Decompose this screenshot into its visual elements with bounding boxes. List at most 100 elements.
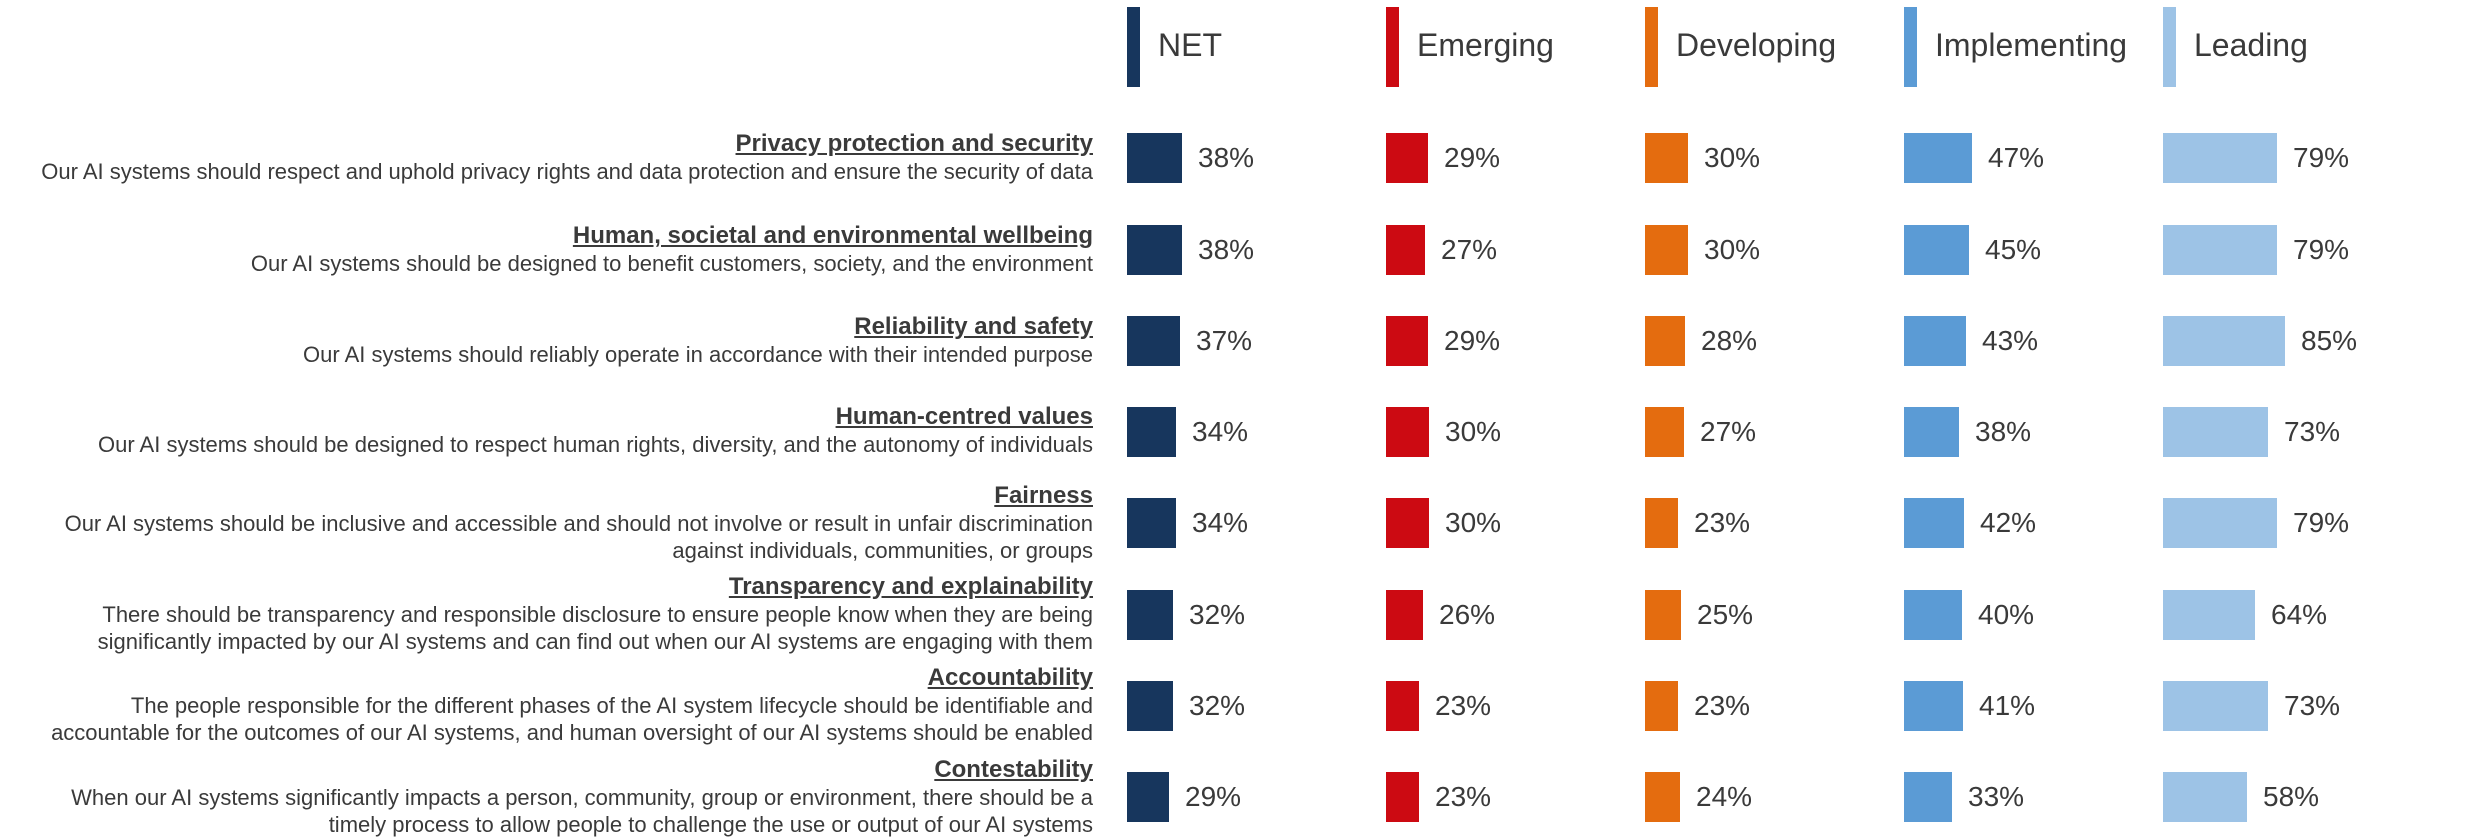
bar-implementing bbox=[1904, 772, 1952, 822]
value-label: 27% bbox=[1441, 234, 1498, 265]
bar-developing bbox=[1645, 225, 1688, 275]
bar-developing bbox=[1645, 772, 1680, 822]
bar-implementing bbox=[1904, 590, 1962, 640]
legend-label-implementing: Implementing bbox=[1935, 27, 2128, 63]
bar-developing bbox=[1645, 316, 1685, 366]
bar-emerging bbox=[1386, 225, 1425, 275]
bar-emerging bbox=[1386, 681, 1419, 731]
legend-swatch-net bbox=[1127, 7, 1140, 87]
value-label: 25% bbox=[1697, 599, 1754, 630]
category-label: Privacy protection and security Our AI sy… bbox=[3, 130, 1093, 185]
value-label: 33% bbox=[1968, 781, 2025, 812]
category-description: When our AI systems significantly impact… bbox=[71, 785, 1093, 810]
bar-net bbox=[1127, 407, 1176, 457]
legend-swatch-developing bbox=[1645, 7, 1658, 87]
value-label: 58% bbox=[2263, 781, 2320, 812]
category-description: accountable for the outcomes of our AI s… bbox=[51, 720, 1093, 745]
legend-swatch-implementing bbox=[1904, 7, 1917, 87]
bar-implementing bbox=[1904, 225, 1969, 275]
value-label: 37% bbox=[1196, 325, 1253, 356]
category-title: Privacy protection and security bbox=[735, 130, 1093, 157]
value-label: 30% bbox=[1704, 234, 1761, 265]
category-label: Accountability The people responsible for… bbox=[3, 664, 1093, 746]
bar-leading bbox=[2163, 225, 2277, 275]
value-label: 27% bbox=[1700, 416, 1757, 447]
value-label: 29% bbox=[1185, 781, 1242, 812]
bar-implementing bbox=[1904, 498, 1964, 548]
bar-emerging bbox=[1386, 772, 1419, 822]
category-description: The people responsible for the different… bbox=[130, 693, 1093, 718]
value-label: 85% bbox=[2301, 325, 2358, 356]
category-description: against individuals, communities, or gro… bbox=[672, 538, 1093, 563]
value-label: 23% bbox=[1694, 690, 1751, 721]
value-label: 30% bbox=[1445, 507, 1502, 538]
value-label: 38% bbox=[1975, 416, 2032, 447]
value-label: 23% bbox=[1435, 690, 1492, 721]
legend-swatch-emerging bbox=[1386, 7, 1399, 87]
legend-swatch-leading bbox=[2163, 7, 2176, 87]
bar-implementing bbox=[1904, 316, 1966, 366]
bar-net bbox=[1127, 681, 1173, 731]
bar-net bbox=[1127, 590, 1173, 640]
value-label: 38% bbox=[1198, 142, 1255, 173]
category-title: Contestability bbox=[934, 756, 1093, 783]
category-title: Fairness bbox=[994, 482, 1093, 509]
bar-emerging bbox=[1386, 590, 1423, 640]
category-description: Our AI systems should reliably operate i… bbox=[303, 342, 1093, 367]
category-label: Human, societal and environmental wellbe… bbox=[3, 222, 1093, 277]
bar-leading bbox=[2163, 316, 2285, 366]
value-label: 23% bbox=[1694, 507, 1751, 538]
value-label: 41% bbox=[1979, 690, 2036, 721]
bar-leading bbox=[2163, 590, 2255, 640]
value-label: 28% bbox=[1701, 325, 1758, 356]
legend-label-net: NET bbox=[1158, 27, 1222, 63]
category-title: Human, societal and environmental wellbe… bbox=[572, 222, 1093, 249]
category-label: Contestability When our AI systems signif… bbox=[3, 756, 1093, 838]
category-description: Our AI systems should be inclusive and a… bbox=[64, 511, 1093, 536]
value-label: 30% bbox=[1445, 416, 1502, 447]
value-label: 45% bbox=[1985, 234, 2042, 265]
value-label: 32% bbox=[1189, 599, 1246, 630]
legend-label-emerging: Emerging bbox=[1417, 27, 1554, 63]
legend-label-leading: Leading bbox=[2194, 27, 2308, 63]
bar-emerging bbox=[1386, 133, 1428, 183]
value-label: 30% bbox=[1704, 142, 1761, 173]
value-label: 26% bbox=[1439, 599, 1496, 630]
value-label: 79% bbox=[2293, 234, 2350, 265]
value-label: 34% bbox=[1192, 507, 1249, 538]
bar-developing bbox=[1645, 407, 1684, 457]
bar-emerging bbox=[1386, 498, 1429, 548]
category-title: Human-centred values bbox=[835, 403, 1093, 430]
bar-leading bbox=[2163, 498, 2277, 548]
category-description: Our AI systems should be designed to ben… bbox=[250, 251, 1093, 276]
value-label: 42% bbox=[1980, 507, 2037, 538]
value-label: 64% bbox=[2271, 599, 2328, 630]
bar-leading bbox=[2163, 407, 2268, 457]
bar-leading bbox=[2163, 772, 2247, 822]
value-label: 38% bbox=[1198, 234, 1255, 265]
bar-net bbox=[1127, 316, 1180, 366]
bar-leading bbox=[2163, 681, 2268, 731]
value-label: 79% bbox=[2293, 507, 2350, 538]
bar-emerging bbox=[1386, 407, 1429, 457]
value-label: 29% bbox=[1444, 142, 1501, 173]
bar-net bbox=[1127, 133, 1182, 183]
category-description: Our AI systems should be designed to res… bbox=[97, 432, 1093, 457]
category-label: Reliability and safety Our AI systems sho… bbox=[3, 313, 1093, 368]
value-label: 29% bbox=[1444, 325, 1501, 356]
value-label: 43% bbox=[1982, 325, 2039, 356]
value-label: 32% bbox=[1189, 690, 1246, 721]
legend-label-developing: Developing bbox=[1676, 27, 1837, 63]
bar-developing bbox=[1645, 590, 1681, 640]
value-label: 47% bbox=[1988, 142, 2045, 173]
value-label: 24% bbox=[1696, 781, 1753, 812]
bar-net bbox=[1127, 498, 1176, 548]
category-title: Accountability bbox=[927, 664, 1093, 691]
bar-developing bbox=[1645, 681, 1678, 731]
category-label: Human-centred values Our AI systems shoul… bbox=[3, 403, 1093, 458]
category-description: Our AI systems should respect and uphold… bbox=[41, 159, 1093, 184]
value-label: 34% bbox=[1192, 416, 1249, 447]
bar-leading bbox=[2163, 133, 2277, 183]
category-description: timely process to allow people to challe… bbox=[328, 812, 1093, 837]
